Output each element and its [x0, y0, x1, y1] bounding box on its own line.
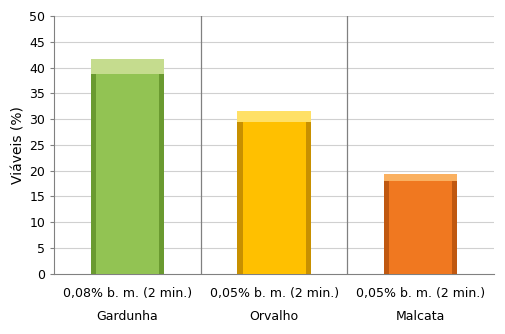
Bar	[384, 174, 389, 274]
Bar	[384, 174, 457, 181]
Bar	[237, 111, 311, 274]
Bar	[91, 59, 164, 74]
Bar	[384, 174, 457, 274]
Bar	[91, 59, 96, 274]
Bar	[306, 111, 311, 274]
Bar	[159, 59, 164, 274]
Y-axis label: Viáveis (%): Viáveis (%)	[11, 106, 25, 184]
Bar	[91, 59, 164, 274]
Bar	[237, 111, 242, 274]
Bar	[452, 174, 457, 274]
Bar	[237, 111, 311, 122]
